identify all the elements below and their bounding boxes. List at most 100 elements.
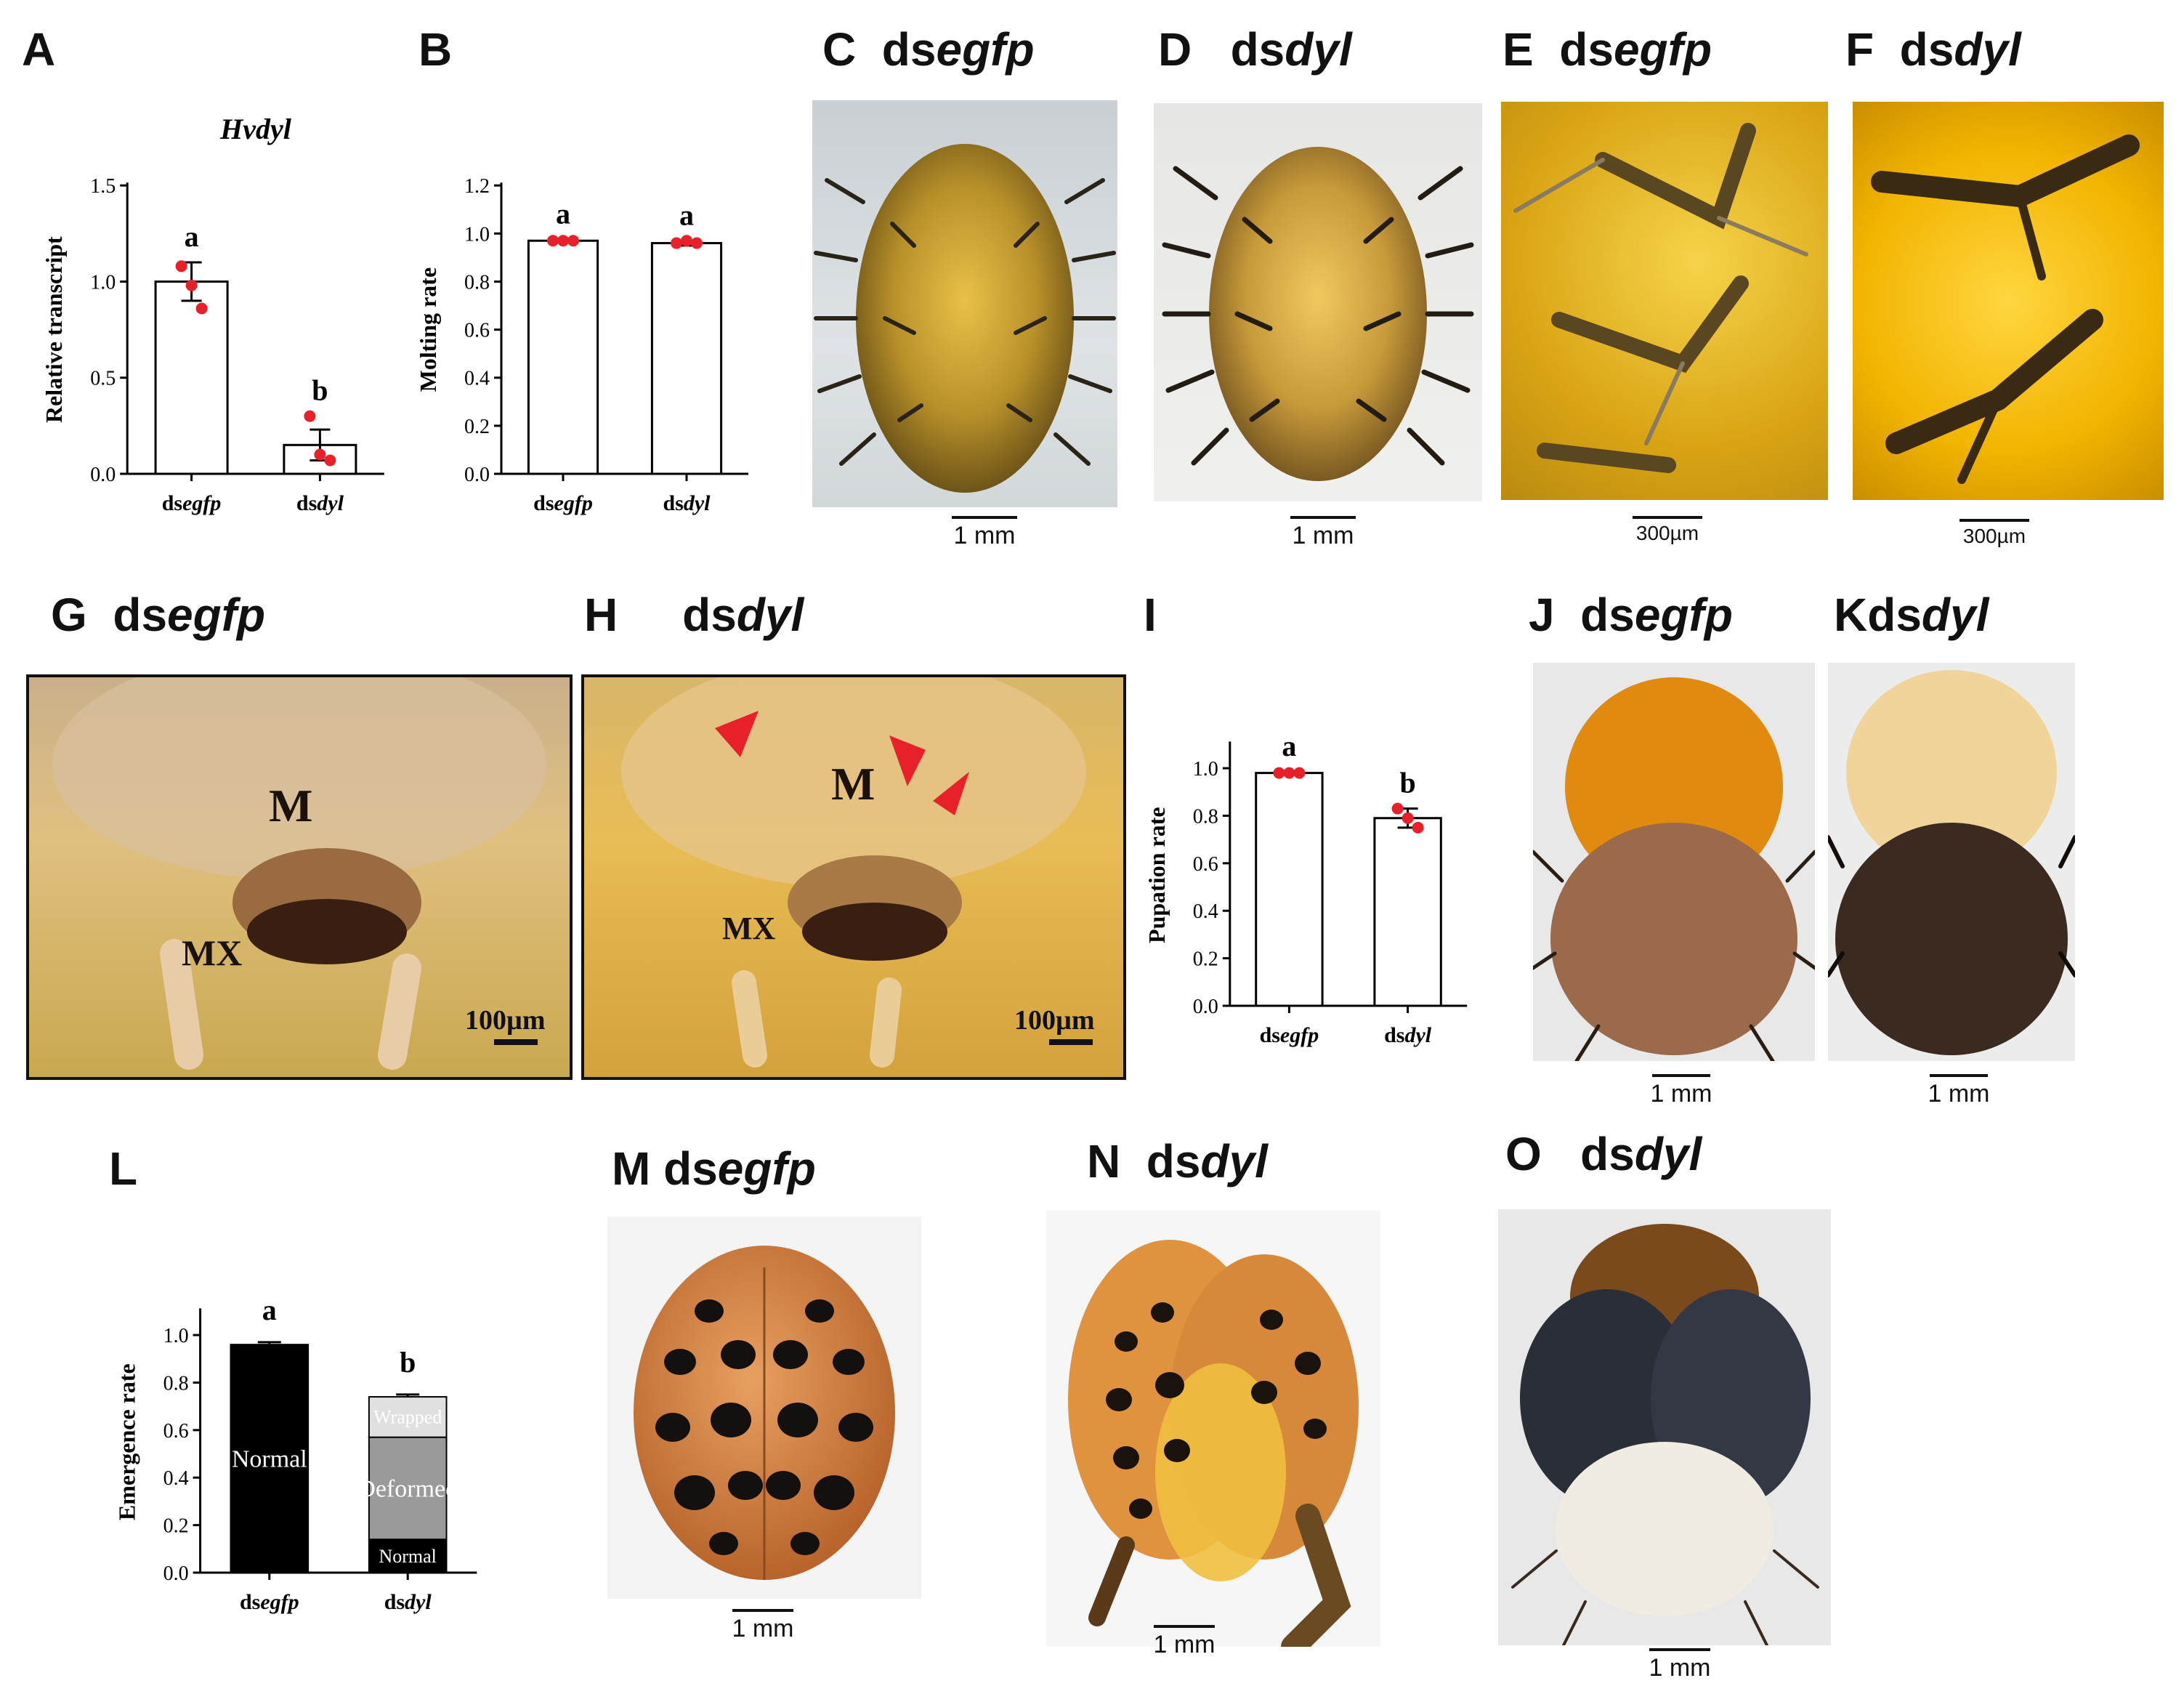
segment-label: Normal (379, 1546, 436, 1567)
data-point (1273, 767, 1285, 779)
panel-title-j: J dsegfp (1529, 589, 1733, 641)
y-tick-label: 0.6 (464, 320, 490, 342)
significance-letter: a (262, 1294, 277, 1326)
photo-f-spines-dsdyl (1853, 102, 2164, 500)
significance-letter: a (679, 198, 694, 231)
panel-title-c: C dsegfp (822, 23, 1035, 76)
segment-label: Deformed (357, 1475, 458, 1502)
scale-bar-k: 1 mm (1922, 1074, 1995, 1108)
bar-group-egfp: Normal a dsegfp (230, 1294, 310, 1614)
y-tick-label: 1.2 (464, 175, 490, 198)
bar-dyl (650, 242, 723, 475)
x-tick-label: dsegfp (162, 491, 222, 515)
y-tick-label: 0.2 (1193, 948, 1218, 971)
bar-group-dyl: b dsdyl (1373, 767, 1442, 1047)
scale-bar-c: 1 mm (945, 516, 1024, 550)
y-tick-label: 1.0 (163, 1325, 189, 1347)
panel-title-n: N dsdyl (1087, 1135, 1268, 1187)
bar-group-dyl: b dsdyl (283, 374, 357, 515)
data-point (175, 260, 187, 273)
scale-bar-h: 100µm (1014, 1005, 1095, 1036)
data-point (1293, 767, 1306, 779)
x-tick-label: dsdyl (1384, 1023, 1432, 1047)
y-tick-label: 0.6 (163, 1420, 189, 1443)
x-tick-label: dsdyl (296, 491, 344, 515)
y-tick-label: 0.8 (464, 271, 490, 294)
bar-group-egfp: a dsegfp (154, 220, 229, 515)
scale-bar-m: 1 mm (727, 1609, 799, 1643)
data-point (185, 279, 198, 291)
data-point (1402, 812, 1414, 824)
scale-bar-o: 1 mm (1643, 1648, 1716, 1682)
bar-group-dyl: a dsdyl (650, 198, 723, 515)
panel-label-i: I (1144, 589, 1157, 641)
bar-group-egfp: a dsegfp (1255, 730, 1324, 1047)
x-tick-label: dsegfp (533, 491, 593, 515)
panel-title-f: F dsdyl (1845, 23, 2021, 76)
y-tick-label: 0.4 (1193, 900, 1218, 923)
panel-title-e: E dsegfp (1502, 23, 1712, 76)
panel-label-a: A (22, 23, 56, 76)
y-tick-label: 0.0 (90, 464, 116, 486)
y-tick-label: 0.8 (1193, 805, 1218, 828)
scale-bar-e: 300µm (1627, 516, 1707, 545)
x-tick-label: dsegfp (240, 1590, 299, 1614)
scale-bar-n: 1 mm (1148, 1625, 1221, 1659)
y-tick-label: 1.0 (464, 223, 490, 246)
photo-n-adult-dsdyl (1046, 1211, 1380, 1647)
panel-title-g: G dsegfp (51, 589, 266, 641)
x-tick-label: dsdyl (663, 491, 711, 515)
data-point (324, 454, 336, 467)
y-axis-label: Emergence rate (114, 1363, 140, 1520)
y-tick-label: 0.2 (163, 1515, 189, 1538)
bar-egfp (154, 280, 229, 475)
photo-o-adult-dsdyl-wrapped (1498, 1209, 1831, 1645)
bar-egfp (527, 239, 599, 475)
y-tick-label: 1.0 (1193, 758, 1218, 781)
photo-h-mouthparts-dsdyl: M MX 100µm (581, 674, 1126, 1080)
data-point (304, 410, 316, 422)
data-point (1283, 767, 1295, 779)
scale-bar-g: 100µm (465, 1005, 546, 1036)
significance-letter: a (556, 198, 570, 230)
photo-j-prepupa-dsegfp (1533, 663, 1815, 1061)
data-point (1412, 821, 1424, 834)
chart-i-pupation-rate: 0.0 0.2 0.4 0.6 0.8 1.0 Pupation rate a dsegfp b d… (1144, 730, 1468, 1047)
y-tick-label: 0.4 (464, 368, 490, 390)
panel-title-o: O dsdyl (1505, 1128, 1702, 1180)
label-mandible-h: M (831, 758, 875, 810)
chart-a-hvdyl-transcript: 0.0 0.5 1.0 1.5 Relative transcript Hvdyl a dse… (41, 113, 384, 515)
photo-c-larva-dsegfp (812, 100, 1117, 507)
chart-title: Hvdyl (219, 113, 292, 145)
panel-title-h: H dsdyl (584, 589, 804, 641)
panel-title-d: D dsdyl (1158, 23, 1352, 76)
panel-label-l: L (109, 1142, 138, 1195)
chart-axes: 0.0 0.5 1.0 1.5 (90, 175, 384, 486)
y-tick-label: 1.0 (90, 271, 116, 294)
photo-g-mouthparts-dsegfp: M MX 100µm (26, 674, 573, 1080)
segment-label: Wrapped (373, 1407, 442, 1428)
y-tick-label: 0.0 (464, 464, 490, 486)
photo-k-prepupa-dsdyl (1828, 663, 2075, 1061)
data-point (547, 235, 559, 247)
panel-label-b: B (418, 23, 453, 76)
scale-bar-d: 1 mm (1283, 516, 1363, 550)
label-mandible: M (269, 780, 313, 831)
y-tick-label: 0.2 (464, 416, 490, 438)
bar-egfp (1255, 772, 1324, 1007)
label-maxilla: MX (182, 932, 243, 973)
bar-dyl (1373, 817, 1442, 1007)
photo-e-spines-dsegfp (1501, 102, 1828, 500)
x-tick-label: dsdyl (384, 1590, 432, 1614)
y-tick-label: 0.0 (1193, 996, 1218, 1018)
photo-m-adult-dsegfp (607, 1217, 921, 1599)
y-tick-label: 0.0 (163, 1562, 189, 1585)
data-point (671, 237, 682, 249)
data-point (691, 237, 703, 249)
segment-normal-dyl (368, 1538, 448, 1573)
y-tick-label: 0.4 (163, 1467, 189, 1490)
segment-wrapped-dyl (368, 1396, 448, 1438)
panel-title-m: M dsegfp (612, 1142, 816, 1195)
data-point (1391, 802, 1404, 815)
x-tick-label: dsegfp (1260, 1023, 1319, 1047)
